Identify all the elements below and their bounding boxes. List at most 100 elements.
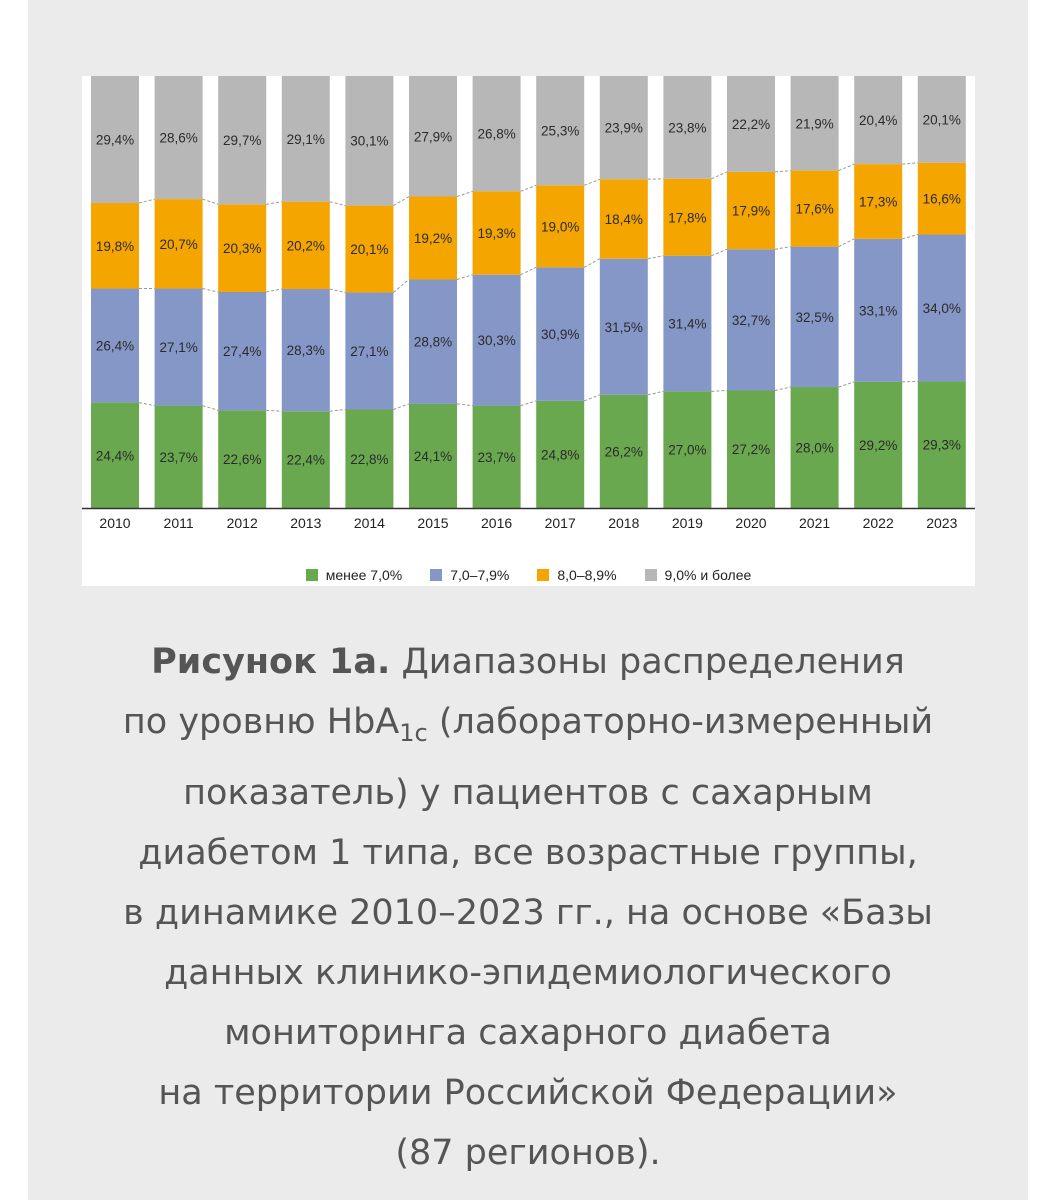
data-label: 32,7% <box>732 313 770 328</box>
connector-line <box>521 267 537 274</box>
data-label: 20,1% <box>350 242 388 257</box>
data-label: 19,0% <box>541 219 579 234</box>
data-label: 33,1% <box>859 303 897 318</box>
connector-line <box>330 410 346 412</box>
x-tick-label: 2010 <box>99 515 130 531</box>
connector-line <box>839 164 855 170</box>
connector-line <box>393 404 409 410</box>
connector-line <box>775 171 791 172</box>
data-label: 29,4% <box>96 133 134 148</box>
connector-line <box>902 163 918 164</box>
connector-line <box>648 391 664 394</box>
connector-line <box>393 279 409 292</box>
connector-line <box>457 275 473 280</box>
legend-swatch <box>645 569 657 581</box>
connector-line <box>648 256 664 259</box>
legend-swatch <box>306 569 318 581</box>
connector-line <box>330 289 346 292</box>
data-label: 29,7% <box>223 133 261 148</box>
x-tick-label: 2016 <box>481 515 512 531</box>
x-tick-label: 2011 <box>164 515 194 531</box>
data-label: 24,4% <box>96 448 134 463</box>
caption-line-4: диабетом 1 типа, все возрастные группы, <box>28 823 1028 883</box>
legend-label: 8,0–8,9% <box>557 567 616 583</box>
legend-label: 9,0% и более <box>665 567 752 583</box>
data-label: 31,4% <box>668 317 706 332</box>
x-tick-label: 2020 <box>735 515 766 531</box>
connector-line <box>521 185 537 191</box>
data-label: 29,2% <box>859 438 897 453</box>
data-label: 28,6% <box>159 130 197 145</box>
data-label: 30,9% <box>541 327 579 342</box>
legend-label: менее 7,0% <box>326 567 403 583</box>
data-label: 32,5% <box>795 310 833 325</box>
data-label: 25,3% <box>541 124 579 139</box>
data-label: 27,1% <box>159 340 197 355</box>
data-label: 28,8% <box>414 335 452 350</box>
caption-line-1: Диапазоны распределения <box>390 642 905 682</box>
data-label: 29,3% <box>923 438 961 453</box>
connector-line <box>330 202 346 206</box>
x-tick-label: 2022 <box>863 515 894 531</box>
connector-line <box>393 197 409 206</box>
x-tick-label: 2018 <box>608 515 639 531</box>
data-label: 24,8% <box>541 447 579 462</box>
connector-line <box>711 172 727 179</box>
x-tick-label: 2013 <box>290 515 321 531</box>
data-label: 27,0% <box>668 443 706 458</box>
connector-line <box>266 289 282 292</box>
x-tick-label: 2019 <box>672 515 703 531</box>
connector-line <box>775 387 791 390</box>
x-tick-label: 2014 <box>354 515 385 531</box>
data-label: 18,4% <box>605 212 643 227</box>
data-label: 26,4% <box>96 339 134 354</box>
connector-line <box>457 404 473 406</box>
data-label: 28,3% <box>287 343 325 358</box>
data-label: 17,8% <box>668 210 706 225</box>
data-label: 23,7% <box>159 450 197 465</box>
data-label: 26,8% <box>477 126 515 141</box>
connector-line <box>203 289 219 292</box>
legend-label: 7,0–7,9% <box>450 567 509 583</box>
data-label: 23,9% <box>605 121 643 136</box>
connector-line <box>266 410 282 411</box>
data-label: 19,3% <box>477 226 515 241</box>
data-label: 20,3% <box>223 241 261 256</box>
data-label: 20,7% <box>159 237 197 252</box>
data-label: 30,1% <box>350 134 388 149</box>
connector-line <box>902 235 918 239</box>
caption-subscript: 1c <box>399 719 427 747</box>
figure-caption: Рисунок 1а. Диапазоны распределения по у… <box>28 632 1028 1183</box>
stacked-bar-chart: 24,4% 26,4% 19,8% 29,4% 23,7% 27,1% 20,7% 28,6%… <box>82 76 975 586</box>
data-label: 22,8% <box>350 452 388 467</box>
x-tick-label: 2023 <box>926 515 957 531</box>
data-label: 22,6% <box>223 452 261 467</box>
data-label: 29,1% <box>287 132 325 147</box>
data-label: 17,3% <box>859 194 897 209</box>
connector-line <box>521 401 537 406</box>
data-label: 28,0% <box>795 441 833 456</box>
caption-title: Рисунок 1а. <box>151 642 390 682</box>
data-label: 19,8% <box>96 239 134 254</box>
data-label: 27,4% <box>223 344 261 359</box>
data-label: 27,9% <box>414 129 452 144</box>
connector-line <box>775 247 791 250</box>
data-label: 31,5% <box>605 320 643 335</box>
data-label: 27,2% <box>732 442 770 457</box>
x-tick-label: 2012 <box>227 515 258 531</box>
caption-line-7: мониторинга сахарного диабета <box>28 1003 1028 1063</box>
connector-line <box>203 406 219 411</box>
caption-line-5: в динамике 2010–2023 гг., на основе «Баз… <box>28 883 1028 943</box>
data-label: 23,8% <box>668 120 706 135</box>
legend-swatch <box>430 569 442 581</box>
legend-item: 7,0–7,9% <box>430 566 509 584</box>
data-label: 16,6% <box>923 192 961 207</box>
x-tick-label: 2015 <box>417 515 448 531</box>
legend-swatch <box>537 569 549 581</box>
legend-item: 8,0–8,9% <box>537 566 616 584</box>
connector-line <box>139 403 155 406</box>
data-label: 26,2% <box>605 444 643 459</box>
connector-line <box>584 395 600 401</box>
chart-legend: менее 7,0% 7,0–7,9% 8,0–8,9% 9,0% и более <box>82 566 975 584</box>
connector-line <box>203 199 219 204</box>
